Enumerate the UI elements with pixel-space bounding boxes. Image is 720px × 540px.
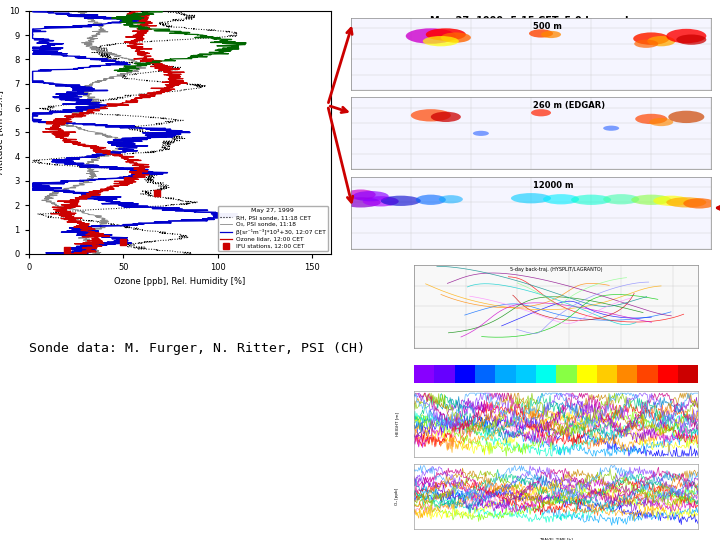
Ellipse shape (426, 28, 466, 40)
Ellipse shape (473, 131, 489, 136)
X-axis label: Ozone [ppb], Rel. Humidity [%]: Ozone [ppb], Rel. Humidity [%] (114, 278, 246, 286)
Ellipse shape (363, 196, 399, 206)
Ellipse shape (668, 111, 704, 123)
Bar (577, 365, 597, 382)
Ellipse shape (406, 28, 456, 44)
Bar (536, 365, 556, 382)
Bar (617, 365, 637, 382)
Text: TRAVEL TIME [h]: TRAVEL TIME [h] (539, 537, 573, 540)
Bar (658, 365, 678, 382)
Bar (495, 365, 516, 382)
Ellipse shape (666, 29, 706, 43)
Point (60, 246, 72, 254)
Ellipse shape (647, 36, 675, 46)
Ellipse shape (571, 194, 611, 205)
Ellipse shape (634, 39, 658, 48)
Bar (556, 365, 577, 382)
Ellipse shape (341, 197, 381, 207)
Point (151, 189, 163, 198)
Ellipse shape (683, 198, 716, 208)
Text: Sonde data: M. Furger, N. Ritter, PSI (CH): Sonde data: M. Furger, N. Ritter, PSI (C… (29, 342, 365, 355)
Text: May 27, 1999, 5-15 CET, 5-9 km a.s.l.: May 27, 1999, 5-15 CET, 5-9 km a.s.l. (430, 16, 632, 25)
Bar (637, 365, 658, 382)
Bar (678, 365, 698, 382)
Ellipse shape (353, 191, 389, 201)
Ellipse shape (438, 195, 463, 204)
Ellipse shape (603, 194, 639, 205)
Bar (516, 365, 536, 382)
Ellipse shape (410, 109, 451, 122)
Text: 5-day back-traj. (HYSPLIT/LAGRANTO): 5-day back-traj. (HYSPLIT/LAGRANTO) (510, 267, 603, 272)
Bar (454, 365, 475, 382)
Point (117, 238, 129, 246)
Ellipse shape (441, 32, 471, 43)
Ellipse shape (631, 194, 671, 205)
Ellipse shape (431, 112, 461, 122)
Ellipse shape (423, 36, 459, 46)
Y-axis label: Altitude [km a.s.l.]: Altitude [km a.s.l.] (0, 90, 4, 174)
Ellipse shape (666, 197, 706, 207)
Text: 260 m (EDGAR): 260 m (EDGAR) (533, 102, 605, 110)
Bar (597, 365, 617, 382)
Ellipse shape (541, 31, 561, 38)
Text: 12000 m: 12000 m (533, 181, 574, 190)
Bar (414, 365, 434, 382)
Text: 500 m: 500 m (533, 22, 562, 31)
Legend: RH, PSI sonde, 11:18 CET, O₃, PSI sonde, 11:18, β[sr⁻¹m⁻³]*10³+30, 12:07 CET, Oz: RH, PSI sonde, 11:18 CET, O₃, PSI sonde,… (217, 206, 328, 251)
Ellipse shape (543, 194, 579, 205)
Ellipse shape (676, 35, 706, 45)
Ellipse shape (346, 190, 376, 200)
Ellipse shape (415, 194, 446, 205)
Ellipse shape (381, 195, 420, 206)
Ellipse shape (531, 109, 551, 116)
Bar (475, 365, 495, 382)
Text: O₃ [ppb]: O₃ [ppb] (395, 488, 399, 505)
Ellipse shape (635, 114, 667, 124)
Ellipse shape (511, 193, 551, 204)
Ellipse shape (649, 118, 673, 126)
Ellipse shape (653, 195, 689, 206)
Ellipse shape (529, 29, 553, 38)
Bar (434, 365, 454, 382)
Ellipse shape (603, 126, 619, 131)
Text: HEIGHT [m]: HEIGHT [m] (395, 412, 399, 436)
Ellipse shape (633, 32, 670, 45)
